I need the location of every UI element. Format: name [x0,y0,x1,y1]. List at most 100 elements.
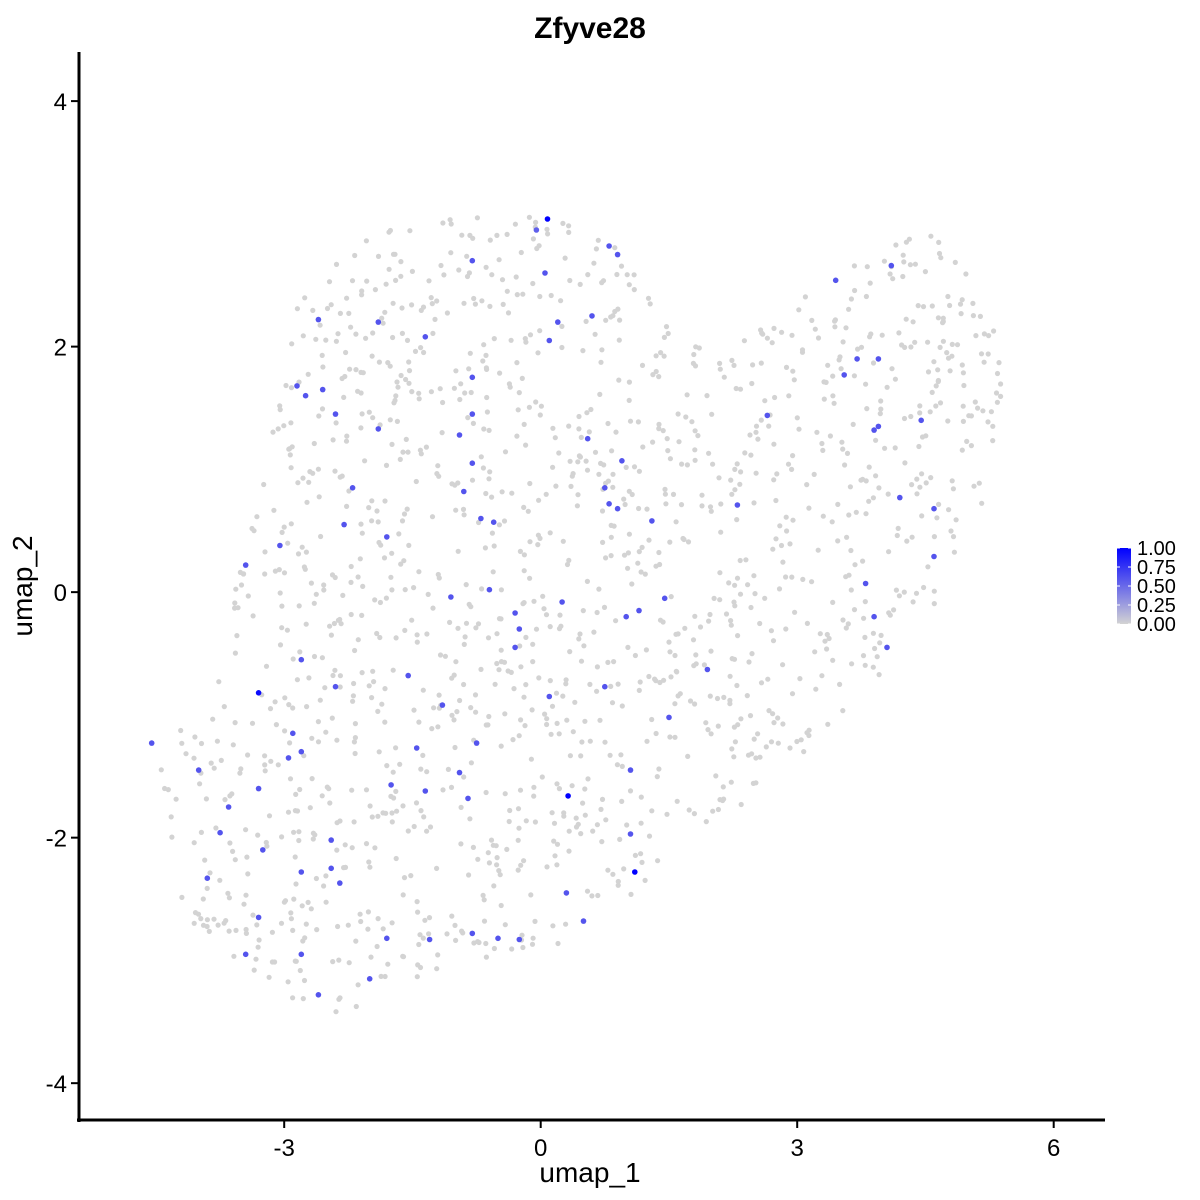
cell-point [635,560,641,566]
cell-point [934,515,940,521]
cell-point [462,390,468,396]
cell-point [663,324,670,330]
cell-point [563,681,569,687]
cell-point [735,633,741,639]
cell-point [528,756,535,762]
cell-point [959,297,965,303]
cell-point [515,806,522,812]
cell-point [358,521,364,527]
cell-point [340,592,346,599]
x-tick-label: 3 [791,1135,804,1162]
cell-point [923,480,929,486]
cell-point [520,291,526,297]
expressing-cell-point [465,795,471,802]
cell-point [919,434,926,440]
cell-point [273,722,279,728]
expressing-cell-point [832,277,839,284]
cell-point [470,844,476,851]
cell-point [936,501,942,507]
cell-point [308,580,314,586]
cell-point [270,429,276,435]
cell-point [751,736,757,742]
cell-point [529,941,536,947]
cell-point [215,922,221,928]
cell-point [375,916,381,922]
cell-point [283,382,289,389]
cell-point [276,567,282,573]
expressing-cell-point [332,683,339,690]
cell-point [374,630,380,637]
cell-point [440,787,446,793]
cell-point [303,621,309,627]
cell-point [351,680,357,687]
cell-point [288,385,295,391]
cell-point [482,545,488,551]
cell-point [626,282,632,288]
cell-point [853,509,859,515]
cell-point [467,816,473,822]
cell-point [654,774,660,780]
cell-point [245,871,251,877]
cell-point [337,684,343,690]
expressing-cell-point [516,626,523,632]
cell-point [590,828,596,834]
cell-point [690,360,697,366]
cell-point [851,373,858,379]
cell-point [168,814,174,820]
cell-point [403,436,409,442]
cell-point [784,528,790,534]
cell-point [741,338,748,344]
expressing-cell-point [290,730,296,737]
expressing-cell-point [422,334,429,340]
cell-point [938,255,944,261]
cell-point [347,366,353,372]
cell-point [809,317,815,323]
cell-point [316,494,322,500]
cell-point [650,439,656,445]
cell-point [383,595,389,601]
cell-point [852,287,858,294]
cell-point [686,807,692,813]
cell-point [304,499,310,505]
cell-point [315,739,322,745]
cell-point [400,953,406,959]
cell-point [940,338,947,344]
cell-point [387,417,393,423]
cell-point [393,855,399,862]
cell-point [780,662,786,668]
cell-point [426,278,432,284]
cell-point [902,344,908,350]
cell-point [748,452,754,458]
cell-point [729,656,735,662]
cell-point [441,272,447,278]
cell-point [870,360,877,366]
cell-point [483,490,489,497]
cell-point [515,407,521,413]
cell-point [534,245,540,252]
cell-point [497,872,503,878]
cell-point [653,368,659,375]
cell-point [598,359,604,365]
cell-point [179,894,185,901]
cell-point [664,436,670,442]
cell-point [489,494,495,500]
cell-point [394,379,400,385]
cell-point [946,507,952,513]
cell-point [783,626,789,632]
expressing-cell-point [544,216,551,222]
cell-point [480,892,486,899]
cell-point [323,873,329,879]
expressing-cell-point [255,914,262,921]
cell-point [715,806,722,813]
cell-point [535,350,541,356]
cell-point [603,480,609,486]
cell-point [217,877,223,883]
cell-point [321,883,327,889]
cell-point [483,365,489,371]
cell-point [758,680,765,686]
cell-point [732,582,738,588]
cell-point [352,721,358,727]
cell-point [331,620,337,627]
x-tick-label: 6 [1047,1135,1060,1162]
cell-point [484,409,490,415]
